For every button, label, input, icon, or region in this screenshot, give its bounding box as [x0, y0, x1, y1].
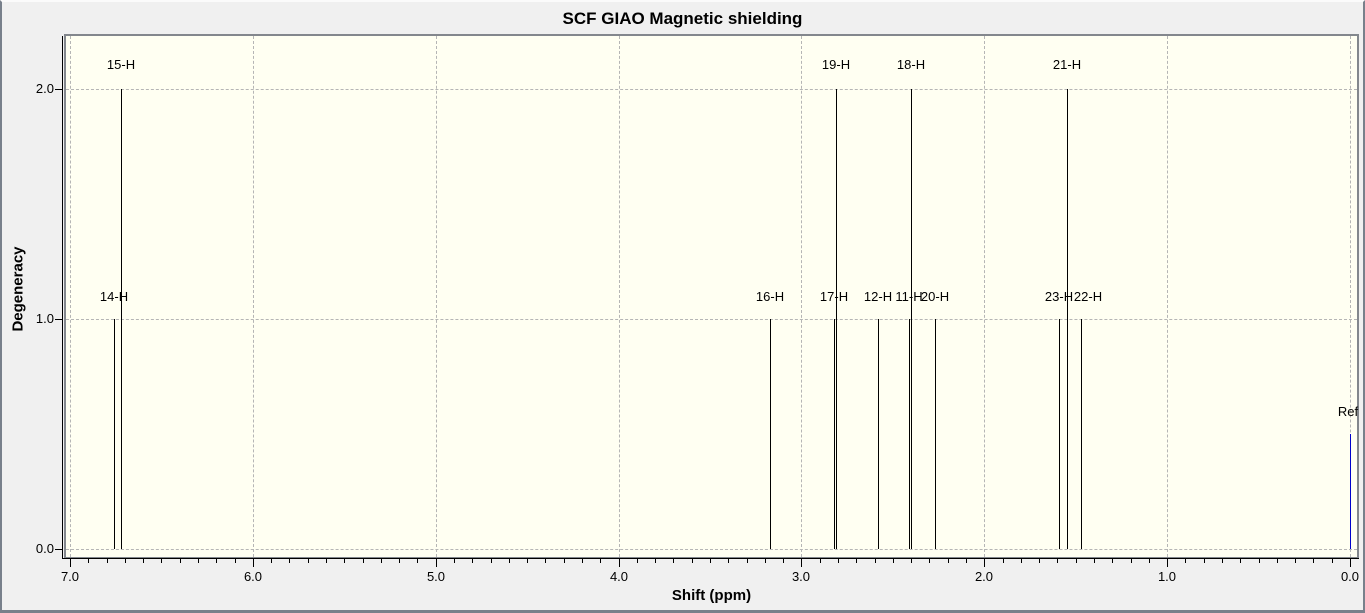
y-tick: [55, 549, 63, 550]
y-tick-label: 1.0: [35, 311, 54, 326]
x-tick-label: 7.0: [60, 569, 80, 584]
y-tick-label: 0.0: [35, 541, 54, 556]
x-tick-major: [436, 558, 437, 567]
x-tick-label: 3.0: [791, 569, 811, 584]
x-tick-label: 6.0: [243, 569, 263, 584]
x-tick-major: [1167, 558, 1168, 567]
x-axis-title: Shift (ppm): [671, 587, 752, 604]
x-tick-major: [801, 558, 802, 567]
x-tick-label: 0.0: [1340, 569, 1360, 584]
y-axis-line: [62, 36, 63, 558]
x-tick-label: 5.0: [426, 569, 446, 584]
x-tick-label: 4.0: [609, 569, 629, 584]
x-tick-label: 1.0: [1157, 569, 1177, 584]
x-tick-major: [984, 558, 985, 567]
x-tick-major: [253, 558, 254, 567]
x-tick-major: [70, 558, 71, 567]
x-tick-label: 2.0: [974, 569, 994, 584]
y-tick: [55, 89, 63, 90]
x-tick-major: [619, 558, 620, 567]
y-axis-title: Degeneracy: [9, 246, 27, 332]
plot-area[interactable]: [64, 34, 1359, 559]
y-tick-label: 2.0: [35, 81, 54, 96]
y-tick: [55, 319, 63, 320]
chart-title: SCF GIAO Magnetic shielding: [562, 9, 803, 28]
x-tick-major: [1350, 558, 1351, 567]
